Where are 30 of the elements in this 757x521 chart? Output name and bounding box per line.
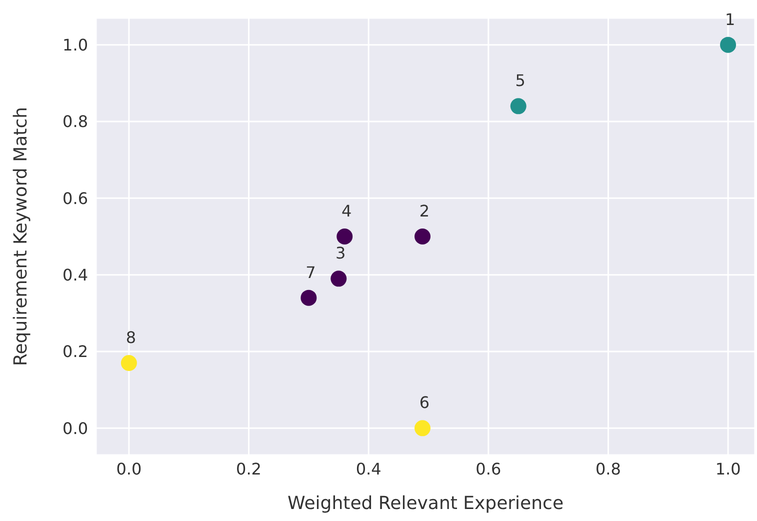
x-tick-label: 0.4 xyxy=(356,459,382,478)
y-tick-label: 0.2 xyxy=(62,342,88,362)
y-tick-label: 0.4 xyxy=(62,266,88,285)
point xyxy=(330,270,347,287)
point xyxy=(120,355,137,371)
point xyxy=(414,420,431,436)
y-tick-label: 0.0 xyxy=(62,418,88,438)
point xyxy=(510,98,526,114)
y-axis-title: Requirement Keyword Match xyxy=(10,106,32,366)
point xyxy=(414,228,431,244)
x-tick-label: 0.2 xyxy=(236,459,262,478)
annotation: 4 xyxy=(342,202,352,220)
annotation: 5 xyxy=(515,71,526,90)
y-tick-label: 1.0 xyxy=(62,36,88,55)
annotation: 3 xyxy=(336,244,346,263)
x-tick-label: 0.8 xyxy=(595,459,621,478)
point xyxy=(300,290,317,306)
x-tick-label: 0.0 xyxy=(116,459,142,478)
point xyxy=(336,228,353,244)
y-tick-label: 0.6 xyxy=(62,188,88,208)
annotation: 2 xyxy=(419,202,430,220)
annotation: 1 xyxy=(724,10,736,29)
x-tick-label: 0.6 xyxy=(476,459,502,478)
point xyxy=(720,36,736,53)
annotation: 7 xyxy=(306,262,316,282)
annotation: 8 xyxy=(126,328,136,347)
x-tick-label: 1.0 xyxy=(715,459,741,478)
y-tick-label: 0.8 xyxy=(62,112,88,132)
annotation: 6 xyxy=(419,393,430,412)
x-axis-title: Weighted Relevant Experience xyxy=(287,493,564,514)
